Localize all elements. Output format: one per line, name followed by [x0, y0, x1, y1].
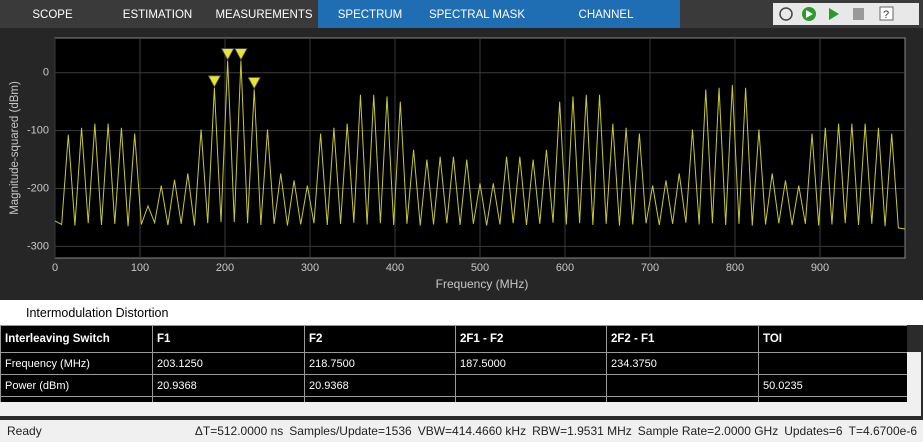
y-tick-label: -300 [27, 240, 49, 252]
panel-header: Intermodulation Distortion [0, 300, 923, 325]
table-cell: Frequency (MHz) [0, 352, 153, 375]
peak-marker [234, 48, 248, 61]
panel-title: Intermodulation Distortion [26, 306, 169, 320]
status-ready: Ready [7, 424, 42, 438]
status-item: RBW=1.9531 MHz [532, 424, 632, 438]
tab[interactable]: CHANNEL MEASUREMENTS [557, 9, 654, 51]
table-cell [606, 374, 759, 397]
status-item: T=4.6700e-6 [848, 424, 917, 438]
tab[interactable]: SPECTRAL MASK [428, 9, 526, 21]
y-axis-label: Magnitude-squared (dBm) [9, 81, 21, 215]
tab-group [318, 0, 680, 28]
table-cell: 20.9368 [304, 374, 456, 397]
y-tick-label: -100 [27, 125, 49, 137]
y-tick-label: 0 [43, 67, 49, 79]
x-tick-label: 200 [216, 262, 234, 274]
step-icon[interactable] [829, 8, 839, 20]
snapshot-icon[interactable] [779, 7, 793, 21]
peak-marker [207, 75, 222, 88]
x-tick-label: 300 [301, 262, 319, 274]
x-tick-label: 400 [386, 262, 404, 274]
tab[interactable]: SPECTRUM [337, 9, 403, 21]
header-cell: TOI [758, 325, 907, 353]
table-cell [758, 396, 907, 402]
header-cell: 2F1 - F2 [455, 325, 607, 353]
table-cell [758, 352, 907, 375]
y-tick-label: -200 [27, 182, 49, 194]
toolstrip: ? SCOPE ESTIMATION MEASUREMENTS SPECTRUM SPE… [0, 0, 923, 51]
x-tick-label: 700 [641, 262, 659, 274]
status-item: Updates=6 [784, 424, 843, 438]
x-tick-label: 500 [471, 262, 489, 274]
table-cell: 203.1250 [152, 352, 305, 375]
table-row: Frequency (MHz) 203.1250 218.7500 187.5000 2… [0, 352, 907, 375]
table-cell [455, 374, 607, 397]
status-items: ΔT=512.0000 ns Samples/Update=1536 VBW=414… [189, 420, 917, 442]
help-glyph: ? [883, 9, 889, 21]
run-glyph [806, 10, 813, 18]
header-cell: 2F2 - F1 [606, 325, 759, 353]
stop-icon[interactable] [853, 8, 864, 20]
header-cell: Interleaving Switch [0, 325, 153, 353]
peak-marker [247, 77, 261, 90]
status-item: Sample Rate=2.0000 GHz [637, 424, 779, 438]
status-item: Samples/Update=1536 [289, 424, 412, 438]
table-cell: 218.7500 [304, 352, 456, 375]
header-row: Interleaving Switch F1 F2 2F1 - F2 2F2 - F1 T… [0, 325, 907, 353]
table-cell: Power (dBm) [0, 374, 153, 397]
table-cell: 50.0235 [758, 374, 907, 397]
toolbar-icons: ? [773, 3, 919, 25]
status-item: ΔT=512.0000 ns [194, 424, 284, 438]
measurement-table: Interleaving Switch F1 F2 2F1 - F2 2F2 - F1 T… [0, 325, 907, 402]
icon-strip [773, 3, 919, 25]
x-tick-label: 800 [726, 262, 744, 274]
x-tick-label: 600 [556, 262, 574, 274]
header-cell: F2 [304, 325, 456, 353]
x-tick-label: 100 [131, 262, 149, 274]
peak-marker [220, 48, 235, 61]
spectrum-chart: Frequency (MHz) Magnitude-squared (dBm) … [0, 28, 923, 300]
table-row [0, 396, 907, 402]
tab[interactable]: MEASUREMENTS [215, 9, 313, 21]
tab[interactable]: ESTIMATION [122, 9, 193, 21]
status-item: VBW=414.4660 kHz [417, 424, 527, 438]
header-cell: F1 [152, 325, 305, 353]
table-cell: 187.5000 [455, 352, 607, 375]
settings-icon[interactable] [879, 6, 894, 21]
x-tick-label: 900 [811, 262, 829, 274]
table-cell: 234.3750 [606, 352, 759, 375]
x-axis-label: Frequency (MHz) [436, 277, 529, 291]
spectrum-trace [54, 60, 906, 230]
vertical-scrollbar[interactable] [907, 352, 921, 402]
table-cell: 20.9368 [152, 374, 305, 397]
table-row: Power (dBm) 20.9368 20.9368 50.0235 [0, 374, 907, 397]
horizontal-scrollbar[interactable] [0, 402, 921, 416]
tab[interactable]: SCOPE [32, 9, 73, 21]
x-tick-label: 0 [52, 262, 58, 274]
status-bar: Ready ΔT=512.0000 ns Samples/Update=1536 V… [0, 420, 923, 442]
